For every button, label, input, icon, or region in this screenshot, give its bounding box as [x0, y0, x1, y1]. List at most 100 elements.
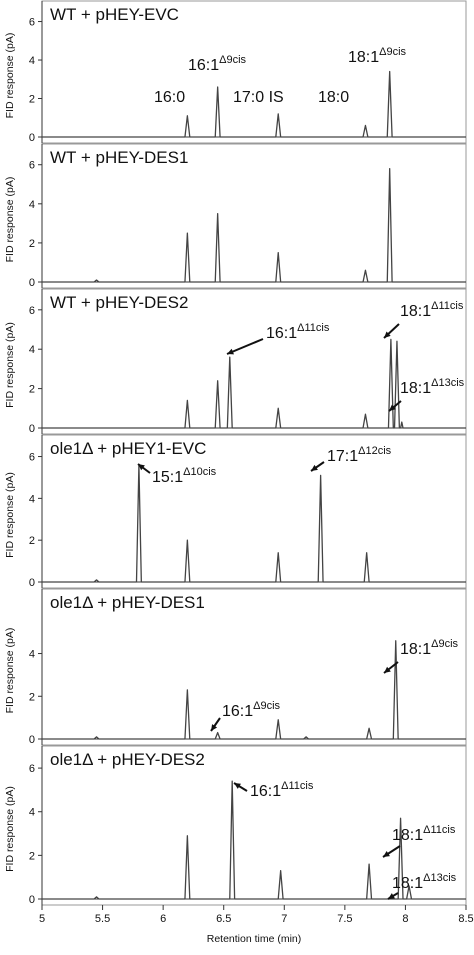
peak-label-superscript: Δ13cis — [431, 377, 465, 389]
y-tick-label: 0 — [29, 734, 35, 746]
y-tick-label: 0 — [29, 894, 35, 906]
y-tick-label: 4 — [29, 199, 35, 211]
panel-frame — [41, 588, 467, 746]
peak-label: 18:1 — [392, 875, 423, 892]
x-tick-label: 7 — [281, 913, 287, 925]
y-axis-label: FID response (pA) — [4, 628, 16, 714]
peak-label: 17:1 — [327, 448, 358, 465]
peak-annotation: 16:1Δ11cis — [266, 322, 330, 342]
peak-annotation: 18:1Δ13cis — [400, 377, 465, 397]
peak-label-superscript: Δ10cis — [183, 466, 217, 478]
peak-annotation: 16:0 — [154, 89, 185, 106]
peak-annotation: 18:0 — [318, 89, 349, 106]
y-tick-label: 2 — [29, 238, 35, 250]
arrow-head — [389, 404, 396, 411]
x-tick-label: 5.5 — [95, 913, 110, 925]
y-tick-label: 6 — [29, 763, 35, 775]
arrow-head — [384, 331, 391, 338]
peak-label-superscript: Δ13cis — [423, 872, 457, 884]
arrow-head — [388, 893, 395, 899]
x-tick-label: 8.5 — [458, 913, 473, 925]
y-tick-label: 4 — [29, 55, 35, 67]
y-axis-label: FID response (pA) — [4, 472, 16, 558]
y-axis-label: FID response (pA) — [4, 33, 16, 119]
chromatogram-line — [42, 464, 466, 583]
y-axis-label: FID response (pA) — [4, 786, 16, 872]
peak-annotation: 18:1Δ11cis — [392, 824, 456, 844]
peak-label-superscript: Δ11cis — [423, 824, 456, 836]
y-tick-label: 4 — [29, 344, 35, 356]
peak-label: 18:1 — [400, 380, 431, 397]
panel-title: ole1Δ + pHEY-DES1 — [50, 593, 205, 612]
peak-label-superscript: Δ9cis — [431, 638, 458, 650]
x-tick-label: 8 — [402, 913, 408, 925]
y-tick-label: 0 — [29, 423, 35, 435]
y-tick-label: 2 — [29, 691, 35, 703]
arrow-head — [138, 464, 145, 471]
y-tick-label: 6 — [29, 305, 35, 317]
y-tick-label: 4 — [29, 493, 35, 505]
y-tick-label: 2 — [29, 94, 35, 106]
peak-annotation: 18:1Δ11cis — [400, 300, 464, 320]
x-tick-label: 7.5 — [337, 913, 352, 925]
peak-label: 18:1 — [400, 303, 431, 320]
y-axis-label: FID response (pA) — [4, 177, 16, 263]
chromatogram-line — [42, 167, 466, 283]
arrow-head — [234, 783, 241, 789]
arrow-shaft — [226, 338, 264, 355]
peak-label-superscript: Δ11cis — [297, 322, 330, 334]
y-tick-label: 0 — [29, 277, 35, 289]
y-axis-label: FID response (pA) — [4, 322, 16, 408]
y-tick-label: 2 — [29, 535, 35, 547]
peak-label: 16:1 — [266, 325, 297, 342]
peak-label-superscript: Δ9cis — [219, 54, 246, 66]
arrow-head — [383, 851, 390, 857]
peak-label-superscript: Δ11cis — [281, 780, 314, 792]
peak-label: 18:1 — [400, 641, 431, 658]
panel-title: WT + pHEY-EVC — [50, 5, 179, 24]
y-tick-label: 4 — [29, 807, 35, 819]
peak-label: 16:1 — [250, 783, 281, 800]
peak-label: 16:1 — [222, 703, 253, 720]
y-tick-label: 2 — [29, 850, 35, 862]
x-tick-label: 6 — [160, 913, 166, 925]
y-tick-label: 0 — [29, 577, 35, 589]
y-tick-label: 6 — [29, 17, 35, 29]
peak-annotation: 18:1Δ9cis — [348, 46, 407, 66]
peak-annotation: 16:1Δ9cis — [188, 54, 247, 74]
peak-annotation: 18:1Δ13cis — [392, 872, 457, 892]
peak-label: 18:1 — [392, 827, 423, 844]
y-tick-label: 0 — [29, 132, 35, 144]
peak-annotation: 16:1Δ9cis — [222, 700, 281, 720]
arrow-head — [227, 348, 234, 355]
panel-title: ole1Δ + pHEY-DES2 — [50, 750, 205, 769]
chromatogram-line — [42, 640, 466, 740]
chromatogram-line — [42, 338, 466, 429]
peak-label: 18:0 — [318, 89, 349, 106]
panel-title: ole1Δ + pHEY1-EVC — [50, 439, 206, 458]
peak-annotation: 17:0 IS — [233, 89, 284, 106]
y-tick-label: 6 — [29, 160, 35, 172]
peak-annotation: 16:1Δ11cis — [250, 780, 314, 800]
chromatogram-line — [42, 70, 466, 138]
peak-label: 18:1 — [348, 49, 379, 66]
peak-label-superscript: Δ11cis — [431, 300, 464, 312]
arrow-head — [384, 666, 391, 673]
peak-label: 17:0 IS — [233, 89, 284, 106]
x-tick-label: 6.5 — [216, 913, 231, 925]
x-tick-label: 5 — [39, 913, 45, 925]
arrow-head — [311, 464, 318, 471]
peak-annotation: 18:1Δ9cis — [400, 638, 459, 658]
peak-label: 15:1 — [152, 469, 183, 486]
peak-annotation: 17:1Δ12cis — [327, 445, 392, 465]
peak-label-superscript: Δ9cis — [379, 46, 406, 58]
panel-title: WT + pHEY-DES2 — [50, 293, 188, 312]
peak-label: 16:1 — [188, 57, 219, 74]
peak-label-superscript: Δ12cis — [358, 445, 392, 457]
peak-label-superscript: Δ9cis — [253, 700, 280, 712]
chromatogram-line — [42, 780, 466, 900]
peak-annotation: 15:1Δ10cis — [152, 466, 217, 486]
y-tick-label: 2 — [29, 384, 35, 396]
